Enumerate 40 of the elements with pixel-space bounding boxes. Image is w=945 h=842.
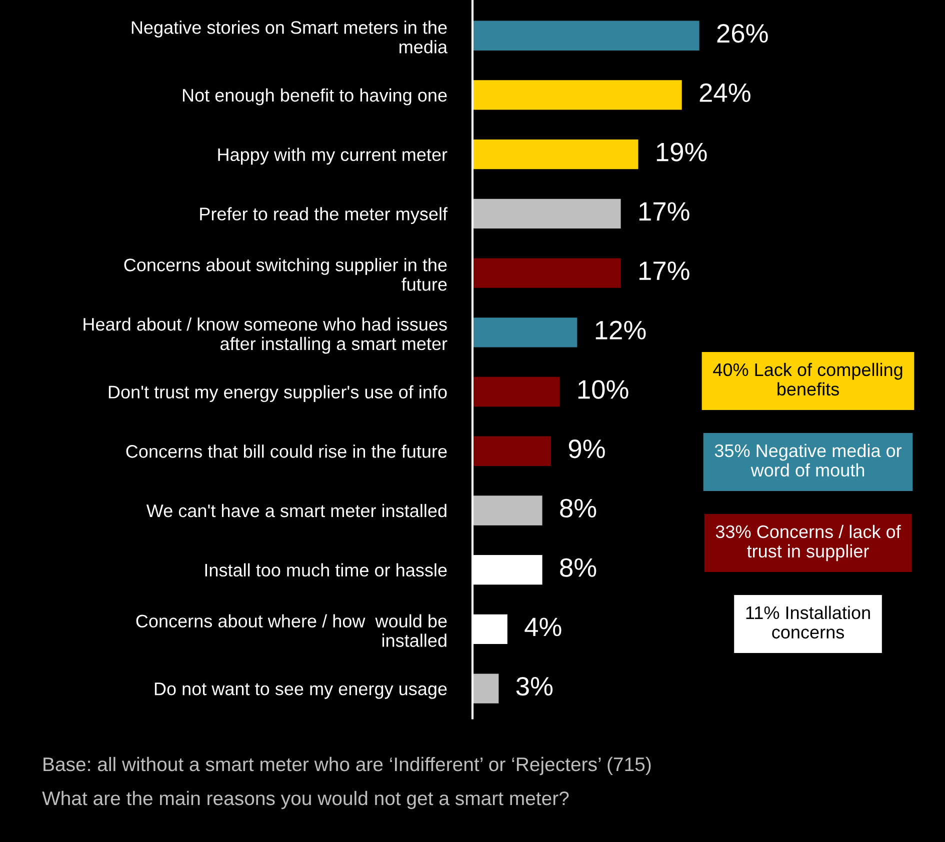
text: 11% Installation concerns [746, 606, 870, 639]
data-label: 17% [639, 202, 690, 221]
bar [472, 20, 700, 50]
bar [472, 436, 552, 466]
y-tick-label: Negative stories on Smart meters in the media [132, 20, 448, 54]
y-tick-label: Concerns about where / how would be installed [136, 614, 447, 647]
data-label: 10% [578, 380, 628, 399]
text: 33% Concerns / lack of trust in supplier [716, 524, 901, 562]
bar [472, 198, 621, 229]
data-label: 17% [639, 262, 690, 280]
text: What are the main reasons you would not get a smart meter? [42, 790, 569, 810]
data-label: 8% [560, 558, 596, 577]
bar [472, 80, 682, 110]
data-label: 26% [717, 24, 768, 43]
bar [472, 496, 542, 526]
data-label: 3% [516, 676, 553, 696]
bar [472, 139, 638, 170]
bar [472, 376, 560, 407]
data-label: 9% [568, 440, 605, 458]
y-tick-label: We can't have a smart meter installed [146, 504, 446, 518]
bar [472, 318, 578, 348]
data-label: 8% [560, 498, 596, 518]
y-tick-label: Concerns that bill could rise in the future [126, 444, 447, 458]
data-label: 24% [700, 83, 750, 102]
y-tick-label: Install too much time or hassle [205, 563, 447, 577]
text: 35% Negative media or word of mouth [714, 444, 902, 477]
data-label: 4% [524, 618, 562, 636]
text: 40% Lack of compelling benefits [713, 362, 902, 396]
bar [472, 258, 621, 288]
data-label: 19% [656, 142, 707, 162]
bar [472, 674, 499, 704]
y-tick-label: Concerns about switching supplier in the future [124, 258, 447, 291]
y-tick-label: Prefer to read the meter myself [200, 207, 448, 224]
y-tick-label: Do not want to see my energy usage [154, 682, 447, 699]
y-tick-label: Heard about / know someone who had issues after installing a smart meter [84, 317, 448, 354]
text: Base: all without a smart meter who are ‘Indifferent’ or ‘Rejecters’ (715) [44, 756, 651, 776]
data-label: 12% [596, 320, 646, 340]
y-tick-label: Not enough benefit to having one [182, 88, 447, 106]
y-tick-label: Don't trust my energy supplier's use of info [108, 385, 447, 402]
y-tick-label: Happy with my current meter [218, 148, 448, 165]
